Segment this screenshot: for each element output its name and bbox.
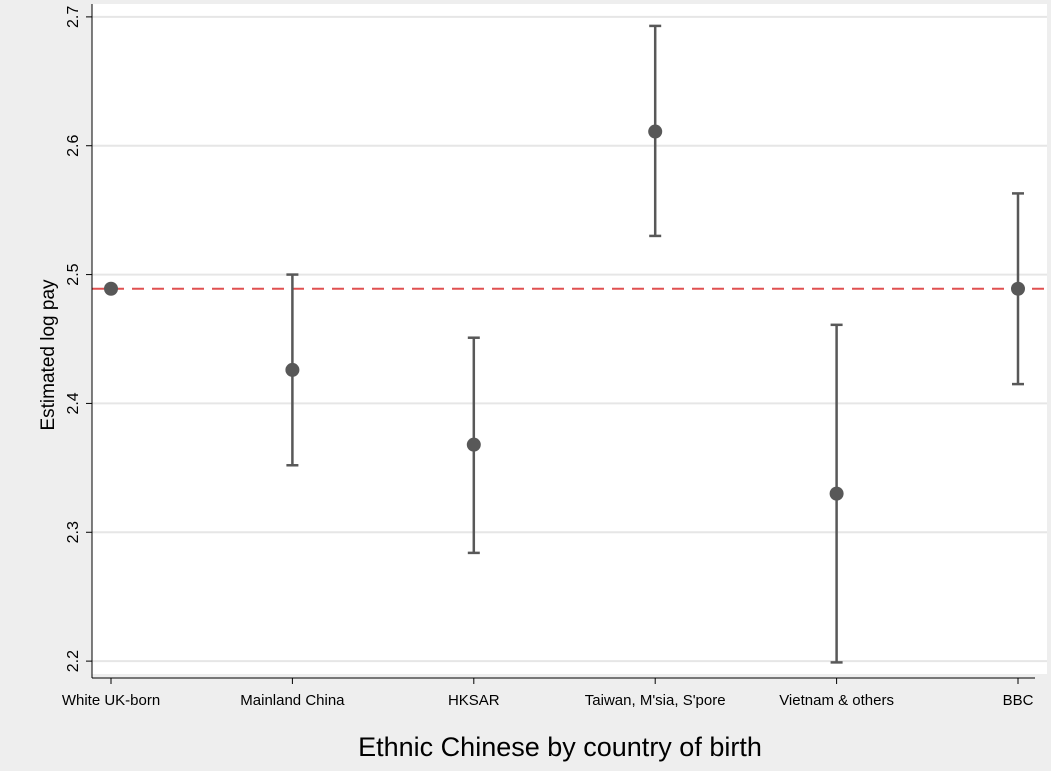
marks-layer — [104, 24, 1025, 664]
y-tick-label: 2.2 — [65, 650, 82, 672]
data-point — [829, 486, 844, 501]
x-axis-title: Ethnic Chinese by country of birth — [358, 732, 762, 762]
x-tick-label: Vietnam & others — [779, 692, 894, 709]
y-axis-title: Estimated log pay — [38, 279, 59, 431]
grid-layer — [92, 15, 1047, 663]
y-tick-label: 2.4 — [65, 392, 82, 414]
data-point — [1011, 281, 1025, 296]
y-tick-label: 2.5 — [65, 263, 82, 285]
x-tick-label: Mainland China — [240, 692, 345, 709]
y-tick-label: 2.6 — [65, 135, 82, 157]
x-tick-label: HKSAR — [448, 692, 500, 709]
data-point — [466, 437, 481, 452]
plot-area — [92, 4, 1047, 674]
data-point — [648, 124, 663, 139]
y-tick-label: 2.7 — [65, 6, 82, 28]
y-tick-label: 2.3 — [65, 521, 82, 543]
axes-layer: 2.2 2.3 2.4 2.5 2.6 2.7 White UK-born Mainland … — [62, 4, 1035, 709]
x-tick-label: Taiwan, M'sia, S'pore — [585, 692, 726, 709]
data-point — [104, 281, 118, 296]
x-tick-label: BBC — [1003, 692, 1034, 709]
data-point — [285, 362, 300, 377]
x-tick-label: White UK-born — [62, 692, 160, 709]
